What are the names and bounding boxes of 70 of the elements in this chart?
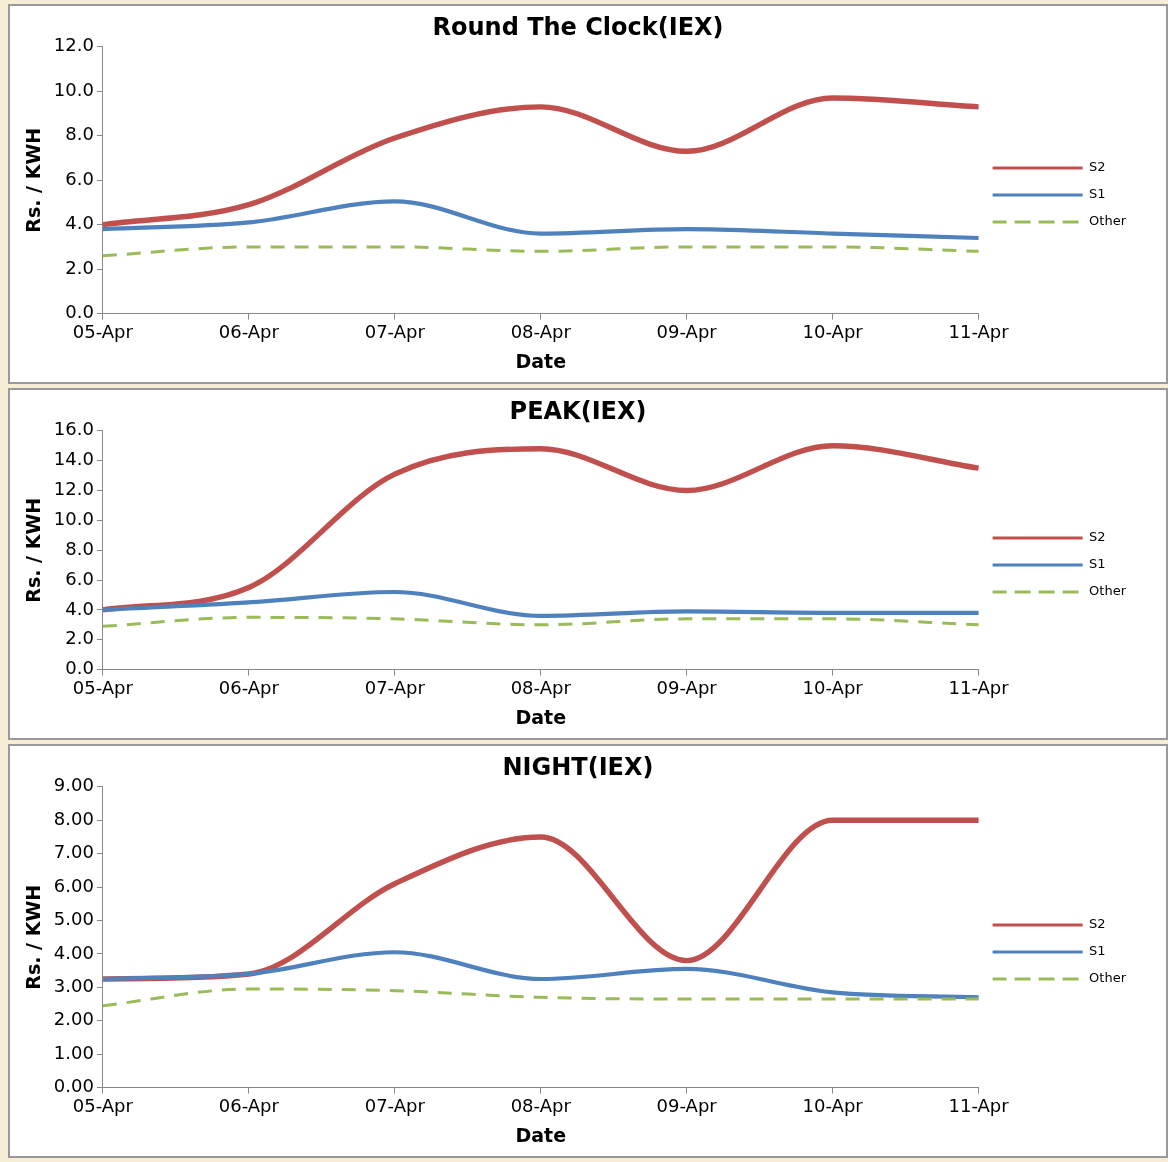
y-tick-label: 2.0 [65, 256, 94, 278]
y-tick-label: 8.0 [65, 537, 94, 559]
line-series [100, 589, 981, 618]
x-tick-label: 08-Apr [510, 677, 572, 699]
text: S1 [1089, 943, 1106, 959]
x-tick-label: 06-Apr [218, 677, 280, 699]
x-tick-label: 05-Apr [72, 1095, 134, 1117]
y-tick-label: 12.0 [53, 34, 94, 56]
x-tick-label: 05-Apr [72, 677, 134, 699]
y-tick-label: 3.00 [53, 975, 94, 997]
text: Other [1089, 970, 1127, 986]
x-tick-label: 08-Apr [510, 1095, 572, 1117]
text: S2 [1089, 529, 1106, 545]
y-tick-label: 1.00 [53, 1041, 94, 1063]
y-tick-label: 8.0 [65, 123, 94, 145]
y-tick-label: 0.00 [53, 1075, 94, 1097]
x-tick-label: 10-Apr [802, 1095, 864, 1117]
text: S2 [1089, 159, 1106, 175]
y-axis-title: Rs. / KWH [22, 884, 45, 990]
y-tick-label: 2.00 [53, 1008, 94, 1030]
chart-title: Round The Clock(IEX) [432, 12, 724, 41]
y-tick-label: 9.00 [53, 774, 94, 796]
x-axis-title: Date [515, 349, 567, 372]
x-axis-title: Date [515, 1123, 567, 1146]
line-series [100, 950, 981, 1000]
y-tick-label: 6.00 [53, 874, 94, 896]
line-series [101, 615, 981, 628]
y-tick-label: 7.00 [53, 841, 94, 863]
text: S1 [1089, 556, 1106, 572]
x-tick-label: 11-Apr [948, 677, 1010, 699]
x-tick-label: 09-Apr [656, 1095, 718, 1117]
y-tick-label: 14.0 [53, 448, 94, 470]
y-tick-label: 10.0 [53, 78, 94, 100]
y-axis-title: Rs. / KWH [22, 497, 45, 603]
x-tick-label: 06-Apr [218, 321, 280, 343]
x-tick-label: 08-Apr [510, 321, 572, 343]
y-tick-label: 4.00 [53, 941, 94, 963]
y-axis-title: Rs. / KWH [22, 127, 45, 233]
y-tick-label: 2.0 [65, 627, 94, 649]
text: S2 [1089, 916, 1106, 932]
y-tick-label: 8.00 [53, 807, 94, 829]
x-tick-label: 10-Apr [802, 677, 864, 699]
x-tick-label: 11-Apr [948, 321, 1010, 343]
y-tick-label: 4.0 [65, 597, 94, 619]
y-tick-label: 12.0 [53, 478, 94, 500]
x-tick-label: 07-Apr [364, 321, 426, 343]
y-tick-label: 16.0 [53, 418, 94, 440]
x-tick-label: 11-Apr [948, 1095, 1010, 1117]
y-tick-label: 10.0 [53, 508, 94, 530]
x-tick-label: 09-Apr [656, 321, 718, 343]
y-tick-label: 6.0 [65, 567, 94, 589]
line-series [101, 987, 981, 1008]
chart-title: NIGHT(IEX) [502, 752, 654, 781]
y-tick-label: 0.0 [65, 301, 94, 323]
x-tick-label: 10-Apr [802, 321, 864, 343]
y-tick-label: 4.0 [65, 212, 94, 234]
x-axis-title: Date [515, 705, 567, 728]
y-tick-label: 6.0 [65, 167, 94, 189]
chart-title: PEAK(IEX) [509, 396, 647, 425]
text: Other [1089, 213, 1127, 229]
x-tick-label: 07-Apr [364, 677, 426, 699]
y-tick-label: 0.0 [65, 657, 94, 679]
x-tick-label: 09-Apr [656, 677, 718, 699]
y-tick-label: 5.00 [53, 908, 94, 930]
text: S1 [1089, 186, 1106, 202]
x-tick-label: 07-Apr [364, 1095, 426, 1117]
line-series [100, 199, 981, 241]
x-tick-label: 06-Apr [218, 1095, 280, 1117]
text: Other [1089, 583, 1127, 599]
x-tick-label: 05-Apr [72, 321, 134, 343]
